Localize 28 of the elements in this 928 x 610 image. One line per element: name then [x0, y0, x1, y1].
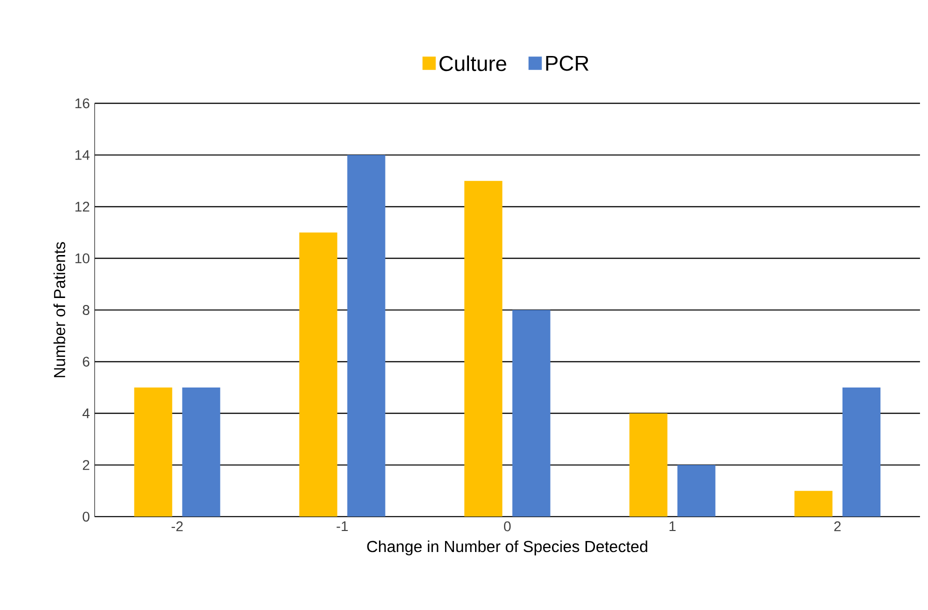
x-tick-label: -1: [336, 521, 348, 531]
bar: [677, 464, 716, 517]
x-tick-label: 0: [504, 521, 511, 532]
bar: [347, 154, 386, 517]
bar: [629, 413, 668, 517]
y-tick-label: 2: [82, 460, 90, 470]
y-tick-label: 12: [75, 202, 90, 212]
y-tick-label: 10: [75, 253, 90, 264]
y-tick-label: 8: [82, 305, 90, 315]
bar: [134, 387, 172, 517]
bar: [512, 310, 550, 517]
y-tick-label: 6: [82, 356, 90, 367]
bar: [299, 232, 338, 517]
y-tick-label: 0: [82, 512, 90, 522]
bar: [464, 180, 502, 517]
y-tick-label: 14: [75, 150, 90, 160]
y-tick-label: 16: [75, 98, 90, 108]
legend-label: Culture: [440, 55, 506, 72]
bar: [794, 490, 832, 517]
x-tick-label: 1: [670, 521, 676, 531]
bar: [182, 387, 220, 517]
y-tick-label: 4: [82, 408, 90, 418]
x-tick-label: 2: [834, 521, 841, 532]
bar: [842, 387, 880, 517]
x-axis-title: Change in Number of Species Detected: [367, 540, 648, 556]
y-axis-title: Number of Patients: [53, 242, 66, 378]
x-tick-label: -2: [172, 521, 183, 532]
legend-label: PCR: [546, 56, 589, 71]
